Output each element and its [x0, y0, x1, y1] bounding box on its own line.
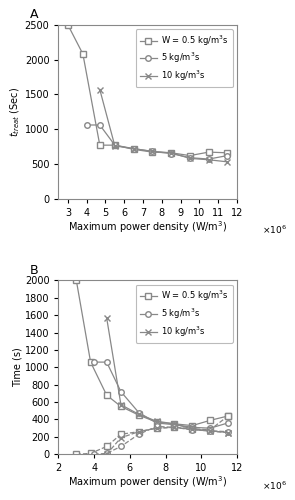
5 kg/m$^3$s — [155, 420, 158, 426]
10 kg/m$^3$s — [132, 146, 135, 152]
Line: 5 kg/m$^3$s: 5 kg/m$^3$s — [91, 360, 231, 431]
Text: $\times10^6$: $\times10^6$ — [262, 224, 287, 236]
Text: $\times10^6$: $\times10^6$ — [262, 480, 287, 492]
10 kg/m$^3$s — [98, 86, 101, 92]
W = 0.5 kg/m$^3$s — [155, 419, 158, 425]
5 kg/m$^3$s — [85, 122, 88, 128]
W = 0.5 kg/m$^3$s — [105, 392, 109, 398]
5 kg/m$^3$s — [173, 422, 176, 428]
5 kg/m$^3$s — [191, 424, 194, 430]
10 kg/m$^3$s — [208, 428, 212, 434]
5 kg/m$^3$s — [137, 410, 140, 416]
5 kg/m$^3$s — [150, 148, 154, 154]
10 kg/m$^3$s — [155, 418, 158, 424]
Legend: W = 0.5 kg/m$^3$s, 5 kg/m$^3$s, 10 kg/m$^3$s: W = 0.5 kg/m$^3$s, 5 kg/m$^3$s, 10 kg/m$… — [136, 29, 233, 87]
Y-axis label: $t_{treat}$ (Sec): $t_{treat}$ (Sec) — [8, 87, 22, 137]
5 kg/m$^3$s — [226, 420, 230, 426]
10 kg/m$^3$s — [188, 156, 192, 162]
Legend: W = 0.5 kg/m$^3$s, 5 kg/m$^3$s, 10 kg/m$^3$s: W = 0.5 kg/m$^3$s, 5 kg/m$^3$s, 10 kg/m$… — [136, 284, 233, 343]
W = 0.5 kg/m$^3$s — [173, 421, 176, 427]
10 kg/m$^3$s — [105, 315, 109, 321]
5 kg/m$^3$s — [188, 154, 192, 160]
10 kg/m$^3$s — [169, 150, 173, 156]
10 kg/m$^3$s — [137, 412, 140, 418]
5 kg/m$^3$s — [169, 150, 173, 156]
W = 0.5 kg/m$^3$s — [113, 142, 117, 148]
Line: W = 0.5 kg/m$^3$s: W = 0.5 kg/m$^3$s — [73, 278, 231, 428]
5 kg/m$^3$s — [226, 152, 229, 158]
W = 0.5 kg/m$^3$s — [98, 142, 101, 148]
W = 0.5 kg/m$^3$s — [208, 418, 212, 424]
5 kg/m$^3$s — [208, 425, 212, 431]
Text: A: A — [30, 8, 38, 22]
W = 0.5 kg/m$^3$s — [119, 404, 123, 409]
Line: 5 kg/m$^3$s: 5 kg/m$^3$s — [84, 122, 230, 162]
W = 0.5 kg/m$^3$s — [207, 149, 210, 155]
W = 0.5 kg/m$^3$s — [81, 51, 85, 57]
W = 0.5 kg/m$^3$s — [226, 413, 230, 419]
W = 0.5 kg/m$^3$s — [169, 150, 173, 156]
W = 0.5 kg/m$^3$s — [188, 152, 192, 158]
Line: 10 kg/m$^3$s: 10 kg/m$^3$s — [96, 86, 231, 166]
5 kg/m$^3$s — [98, 122, 101, 128]
5 kg/m$^3$s — [113, 142, 117, 148]
W = 0.5 kg/m$^3$s — [66, 22, 70, 28]
10 kg/m$^3$s — [150, 148, 154, 154]
5 kg/m$^3$s — [105, 359, 109, 365]
Text: B: B — [30, 264, 39, 277]
10 kg/m$^3$s — [173, 421, 176, 427]
5 kg/m$^3$s — [92, 359, 96, 365]
5 kg/m$^3$s — [132, 146, 135, 152]
Line: 10 kg/m$^3$s: 10 kg/m$^3$s — [103, 314, 231, 436]
W = 0.5 kg/m$^3$s — [137, 412, 140, 418]
Y-axis label: Time (s): Time (s) — [12, 348, 22, 387]
W = 0.5 kg/m$^3$s — [75, 278, 78, 283]
5 kg/m$^3$s — [119, 388, 123, 394]
10 kg/m$^3$s — [113, 143, 117, 149]
W = 0.5 kg/m$^3$s — [89, 359, 92, 365]
W = 0.5 kg/m$^3$s — [150, 149, 154, 155]
X-axis label: Maximum power density (W/m$^3$): Maximum power density (W/m$^3$) — [68, 474, 227, 490]
Line: W = 0.5 kg/m$^3$s: W = 0.5 kg/m$^3$s — [65, 22, 230, 158]
10 kg/m$^3$s — [226, 159, 229, 165]
10 kg/m$^3$s — [207, 157, 210, 163]
W = 0.5 kg/m$^3$s — [226, 150, 229, 156]
X-axis label: Maximum power density (W/m$^3$): Maximum power density (W/m$^3$) — [68, 219, 227, 235]
W = 0.5 kg/m$^3$s — [191, 422, 194, 428]
10 kg/m$^3$s — [226, 430, 230, 436]
10 kg/m$^3$s — [119, 402, 123, 407]
5 kg/m$^3$s — [207, 156, 210, 162]
W = 0.5 kg/m$^3$s — [132, 146, 135, 152]
10 kg/m$^3$s — [191, 426, 194, 432]
